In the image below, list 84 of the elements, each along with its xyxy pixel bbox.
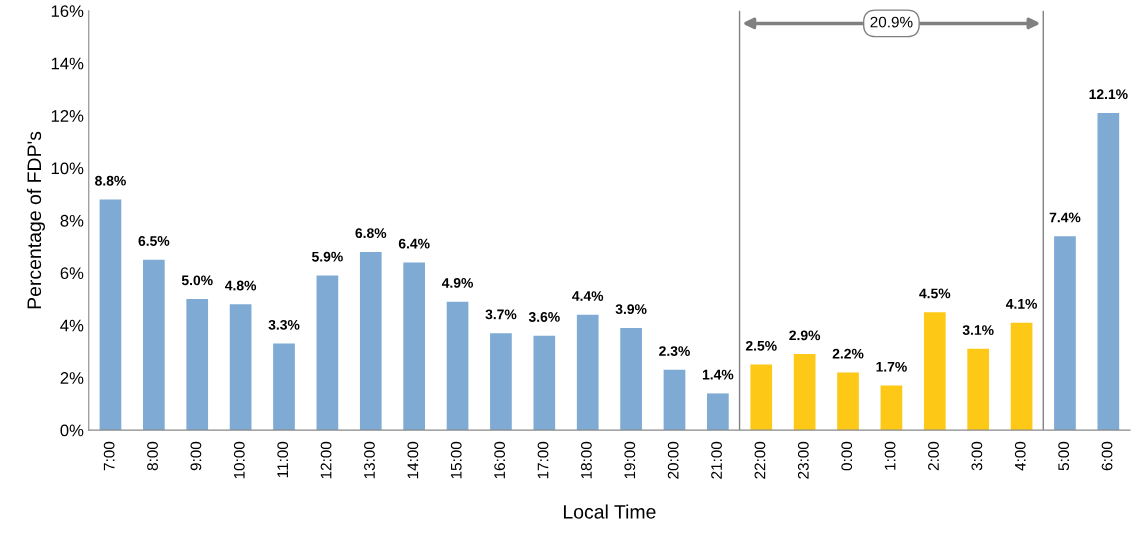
- x-tick-label: 7:00: [103, 441, 115, 471]
- x-axis-title: Local Time: [563, 504, 656, 519]
- bar: [186, 299, 209, 431]
- y-tick-label: 16%: [51, 5, 84, 18]
- bar: [793, 354, 816, 431]
- data-label: 6.8%: [355, 228, 387, 239]
- y-tick-label: 14%: [51, 57, 84, 70]
- x-tick-label: 0:00: [841, 441, 853, 471]
- bar: [273, 343, 295, 431]
- data-label: 7.4%: [1049, 212, 1081, 223]
- bar: [923, 312, 946, 431]
- x-tick-label: 9:00: [190, 441, 202, 471]
- data-label: 3.3%: [268, 319, 300, 330]
- bar: [1054, 236, 1076, 431]
- data-label: 2.9%: [789, 330, 821, 341]
- data-label: 1.4%: [702, 369, 734, 380]
- data-label: 3.6%: [528, 312, 560, 322]
- x-tick-label: 6:00: [1101, 441, 1113, 471]
- x-tick-label: 14:00: [407, 441, 419, 479]
- x-tick-label: 20:00: [667, 441, 679, 479]
- x-tick-label: 2:00: [928, 441, 939, 471]
- data-label: 1.7%: [876, 361, 907, 372]
- x-tick-label: 5:00: [1058, 441, 1070, 471]
- bar: [446, 301, 469, 431]
- bar: [1010, 322, 1033, 431]
- bar: [663, 369, 686, 431]
- x-tick-label: 8:00: [147, 441, 158, 471]
- x-tick-label: 17:00: [537, 441, 549, 479]
- x-tick-label: 13:00: [364, 441, 375, 479]
- data-label: 4.1%: [1005, 299, 1038, 309]
- data-label: 6.5%: [138, 236, 170, 246]
- bar: [1097, 113, 1120, 431]
- x-tick-label: 15:00: [450, 441, 462, 479]
- data-label: 12.1%: [1089, 89, 1128, 100]
- y-tick-label: 2%: [60, 372, 84, 384]
- x-tick-label: 21:00: [711, 441, 722, 479]
- x-tick-label: 4:00: [1014, 441, 1026, 471]
- y-tick-label: 12%: [51, 110, 84, 122]
- data-label: 2.5%: [745, 340, 777, 351]
- bar: [533, 335, 556, 431]
- data-label: 6.4%: [398, 238, 430, 249]
- y-tick-label: 8%: [60, 214, 84, 227]
- data-label: 4.5%: [919, 288, 951, 299]
- y-tick-label: 0%: [60, 424, 84, 437]
- data-label: 5.0%: [181, 275, 213, 286]
- bar: [707, 393, 729, 431]
- x-tick-label: 1:00: [884, 441, 896, 470]
- y-tick-label: 10%: [51, 162, 84, 175]
- data-label: 4.4%: [572, 291, 604, 301]
- x-tick-label: 18:00: [580, 441, 592, 479]
- data-label: 4.8%: [225, 280, 257, 291]
- data-label: 3.9%: [615, 304, 647, 315]
- x-tick-label: 11:00: [277, 441, 289, 478]
- bar: [880, 385, 903, 431]
- bar: [229, 304, 252, 431]
- data-label: 5.9%: [311, 251, 343, 262]
- bar: [750, 364, 773, 431]
- bar: [359, 251, 382, 431]
- x-tick-label: 12:00: [320, 441, 332, 479]
- bar: [316, 275, 339, 431]
- data-label: 2.3%: [659, 346, 690, 356]
- data-label: 3.7%: [485, 309, 517, 320]
- x-tick-label: 23:00: [797, 441, 809, 479]
- x-tick-label: 10:00: [233, 441, 245, 479]
- x-tick-label: 22:00: [754, 441, 766, 479]
- x-tick-label: 19:00: [624, 441, 636, 479]
- data-label: 2.2%: [832, 348, 864, 359]
- y-tick-label: 6%: [60, 267, 84, 280]
- bar: [620, 327, 642, 431]
- bar: [837, 372, 859, 431]
- bar: [576, 314, 599, 431]
- x-tick-label: 16:00: [494, 441, 506, 479]
- data-label: 8.8%: [95, 175, 126, 186]
- bar: [99, 199, 122, 431]
- y-tick-label: 4%: [60, 319, 84, 332]
- bar: [967, 348, 990, 431]
- bar: [490, 333, 512, 431]
- y-axis-title: Percentage of FDP's: [26, 131, 45, 309]
- data-label: 4.9%: [441, 278, 474, 288]
- annotation: 20.9%: [870, 16, 913, 28]
- bar: [403, 262, 426, 431]
- data-label: 3.1%: [962, 325, 994, 336]
- x-tick-label: 3:00: [971, 441, 983, 471]
- bar: [143, 259, 165, 431]
